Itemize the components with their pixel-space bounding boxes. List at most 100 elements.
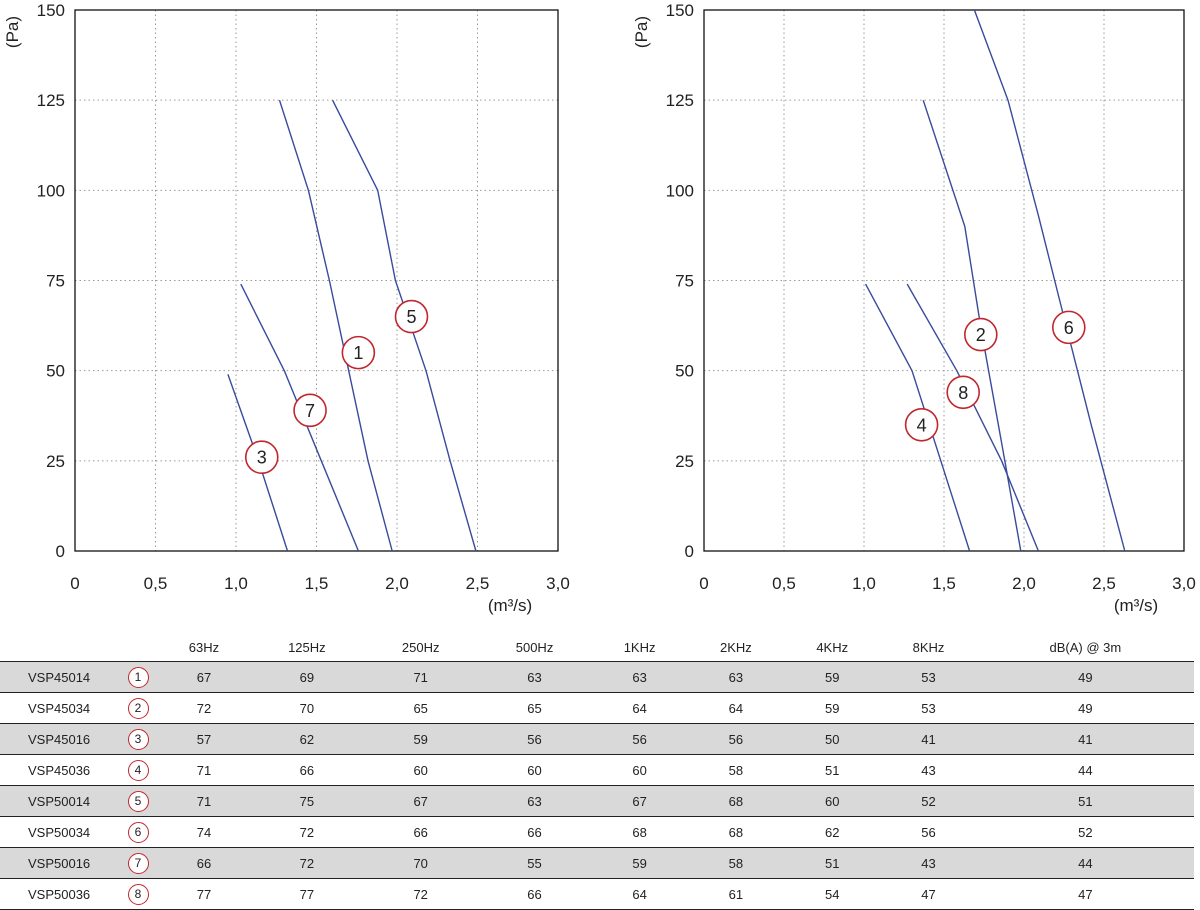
value-cell: 58 (687, 754, 785, 786)
table-row: VSP50034 6 74 72 66 66 68 68 62 56 52 (0, 816, 1194, 848)
curve-number-badge: 3 (127, 728, 149, 750)
table-row: VSP45034 2 72 70 65 65 64 64 59 53 49 (0, 692, 1194, 724)
value-cell: 66 (158, 847, 250, 879)
model-cell: VSP45036 (0, 754, 118, 786)
table-row: VSP50036 8 77 77 72 66 64 61 54 47 47 (0, 878, 1194, 910)
value-cell: 56 (687, 723, 785, 755)
value-cell: 59 (363, 723, 478, 755)
table-row: VSP50016 7 66 72 70 55 59 58 51 43 44 (0, 847, 1194, 879)
curve-marker-7: 7 (293, 393, 327, 428)
value-cell: 67 (591, 785, 688, 817)
marker-cell: 7 (118, 847, 158, 879)
x-tick-label: 1,5 (932, 574, 956, 593)
header-1khz: 1KHz (623, 639, 656, 655)
curve-marker-8: 8 (946, 375, 981, 410)
y-axis-label: (Pa) (3, 16, 22, 48)
value-cell: 54 (784, 878, 881, 910)
curve-marker-2: 2 (963, 317, 998, 352)
value-cell: 60 (784, 785, 881, 817)
value-cell: 51 (784, 754, 881, 786)
value-cell: 49 (976, 661, 1194, 693)
x-tick-label: 0 (699, 574, 708, 593)
value-cell: 66 (249, 754, 364, 786)
fan-curve-8 (906, 283, 1040, 552)
curve-marker-4: 4 (904, 407, 939, 442)
y-tick-label: 0 (685, 542, 694, 561)
x-tick-label: 1,0 (224, 574, 248, 593)
value-cell: 63 (591, 661, 688, 693)
x-tick-label: 2,0 (385, 574, 409, 593)
marker-number: 4 (917, 415, 927, 435)
header-250hz: 250Hz (401, 639, 440, 655)
curve-number-badge: 4 (127, 759, 149, 781)
curve-number-badge: 6 (127, 821, 149, 843)
marker-circle (904, 407, 939, 442)
value-cell: 64 (591, 692, 688, 724)
value-cell: 56 (591, 723, 688, 755)
curve-number-badge: 2 (127, 697, 149, 719)
value-cell: 67 (363, 785, 478, 817)
header-8khz: 8KHz (912, 639, 945, 655)
value-cell: 70 (249, 692, 364, 724)
x-tick-label: 1,5 (305, 574, 329, 593)
value-cell: 43 (880, 754, 977, 786)
header-2khz: 2KHz (720, 639, 752, 655)
value-cell: 69 (249, 661, 364, 693)
value-cell: 64 (687, 692, 785, 724)
curve-number-badge: 1 (127, 666, 149, 688)
y-tick-label: 25 (46, 452, 65, 471)
y-tick-label: 125 (37, 91, 65, 110)
value-cell: 67 (158, 661, 250, 693)
marker-cell: 4 (118, 754, 158, 786)
x-tick-label: 0,5 (772, 574, 796, 593)
model-cell: VSP45034 (0, 692, 118, 724)
y-tick-label: 50 (675, 362, 694, 381)
curve-marker-6: 6 (1052, 310, 1086, 345)
value-cell: 63 (477, 785, 592, 817)
header-dba: dB(A) @ 3m (1049, 639, 1122, 655)
curve-number-badge: 8 (127, 883, 149, 905)
value-cell: 59 (784, 692, 881, 724)
model-cell: VSP50034 (0, 816, 118, 848)
marker-number: 1 (353, 343, 363, 363)
x-axis-label: (m³/s) (488, 596, 532, 615)
value-cell: 74 (158, 816, 250, 848)
plot-frame (703, 9, 1185, 552)
value-cell: 51 (976, 785, 1194, 817)
model-cell: VSP45016 (0, 723, 118, 755)
table-row: VSP50014 5 71 75 67 63 67 68 60 52 51 (0, 785, 1194, 817)
value-cell: 62 (784, 816, 881, 848)
x-tick-label: 0,5 (144, 574, 168, 593)
value-cell: 53 (880, 661, 977, 693)
fan-curve-6 (973, 9, 1126, 552)
y-tick-label: 75 (675, 272, 694, 291)
x-tick-label: 0 (70, 574, 79, 593)
y-tick-label: 25 (675, 452, 694, 471)
curve-number-badge: 7 (127, 852, 149, 874)
value-cell: 47 (880, 878, 977, 910)
x-tick-label: 2,5 (466, 574, 490, 593)
value-cell: 52 (976, 816, 1194, 848)
header-125hz: 125Hz (288, 639, 326, 655)
marker-cell: 8 (118, 878, 158, 910)
x-tick-label: 2,5 (1092, 574, 1116, 593)
y-tick-label: 150 (37, 1, 65, 20)
value-cell: 68 (591, 816, 688, 848)
value-cell: 77 (249, 878, 364, 910)
value-cell: 63 (687, 661, 785, 693)
model-cell: VSP50014 (0, 785, 118, 817)
value-cell: 59 (784, 661, 881, 693)
x-tick-label: 3,0 (546, 574, 570, 593)
marker-circle (341, 335, 376, 370)
value-cell: 65 (477, 692, 592, 724)
model-header (0, 633, 118, 662)
sound-power-table: 63Hz 125Hz 250Hz 500Hz 1KHz 2KHz 4KHz 8K… (0, 633, 1194, 910)
value-cell: 59 (591, 847, 688, 879)
value-cell: 58 (687, 847, 785, 879)
marker-number: 2 (976, 325, 986, 345)
y-tick-label: 100 (666, 181, 694, 200)
value-cell: 41 (976, 723, 1194, 755)
curve-marker-1: 1 (341, 335, 376, 370)
